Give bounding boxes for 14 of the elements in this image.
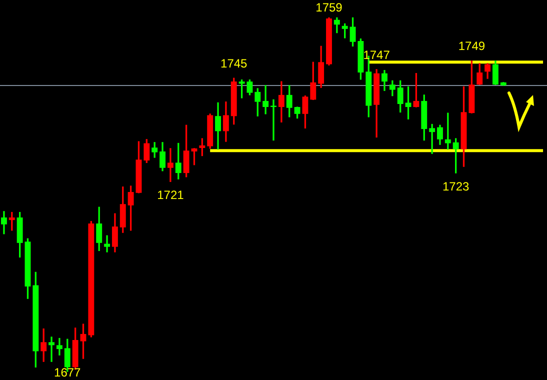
candlestick [262, 85, 269, 114]
annotation: 1749 [458, 39, 486, 54]
annotation: 1723 [442, 179, 470, 194]
candlestick [429, 124, 436, 154]
candlestick [104, 235, 110, 252]
candlestick [48, 336, 54, 362]
annotation: 1745 [220, 56, 248, 70]
annotation: 1721 [157, 188, 184, 202]
annotation: 1747 [363, 48, 390, 62]
candlestick [56, 338, 62, 356]
candlestick [270, 99, 276, 141]
annotation: 1759 [316, 0, 343, 14]
candlestick [167, 148, 174, 182]
annotation: 1677 [54, 365, 82, 380]
